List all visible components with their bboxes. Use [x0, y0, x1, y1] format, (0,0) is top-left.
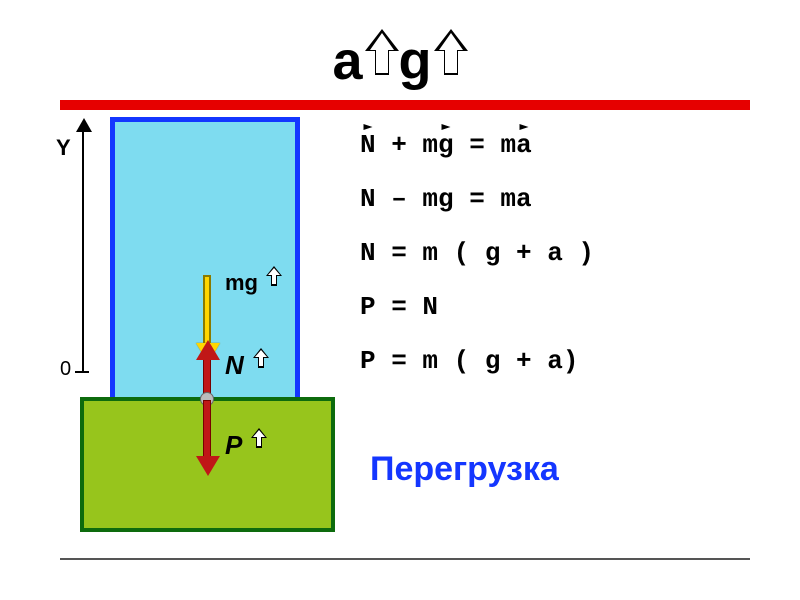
equation-5: P = m ( g + a) — [360, 346, 760, 376]
p-vector-shaft — [203, 400, 211, 458]
n-label-text: N — [225, 350, 244, 380]
zero-tick — [75, 371, 89, 373]
mg-vector-mark-icon — [266, 266, 282, 291]
mg-label: mg — [225, 270, 280, 296]
y-axis-arrow-icon — [76, 118, 92, 132]
zero-label: 0 — [60, 358, 71, 381]
up-arrow-g-icon — [434, 26, 468, 88]
title-a: a — [332, 31, 364, 91]
equations-block: N + mg = ma N – mg = ma N = m ( g + a ) … — [360, 130, 760, 400]
eq1-eq: = m — [454, 130, 516, 160]
equation-1: N + mg = ma — [360, 130, 760, 160]
mg-vector-shaft — [203, 275, 211, 345]
eq1-g: g — [438, 130, 454, 160]
p-label: P — [225, 430, 265, 461]
n-vector-mark-icon — [253, 344, 269, 374]
y-axis-line — [82, 127, 84, 372]
eq1-plus: + m — [376, 130, 438, 160]
up-arrow-a-icon — [365, 26, 399, 88]
n-vector-head-icon — [196, 340, 220, 360]
conclusion-label: Перегрузка — [370, 450, 559, 489]
equation-4: P = N — [360, 292, 760, 322]
p-vector-head-icon — [196, 456, 220, 476]
eq1-N: N — [360, 130, 376, 160]
title-g: g — [399, 31, 434, 91]
equation-2: N – mg = ma — [360, 184, 760, 214]
bottom-divider — [60, 558, 750, 560]
mg-label-text: mg — [225, 270, 258, 295]
red-divider — [60, 100, 750, 110]
y-axis-label: Y — [56, 135, 71, 161]
equation-3: N = m ( g + a ) — [360, 238, 760, 268]
p-label-text: P — [225, 430, 241, 460]
eq1-a: a — [516, 130, 532, 160]
n-label: N — [225, 350, 267, 381]
p-vector-mark-icon — [251, 424, 267, 454]
title: ag — [0, 30, 800, 96]
